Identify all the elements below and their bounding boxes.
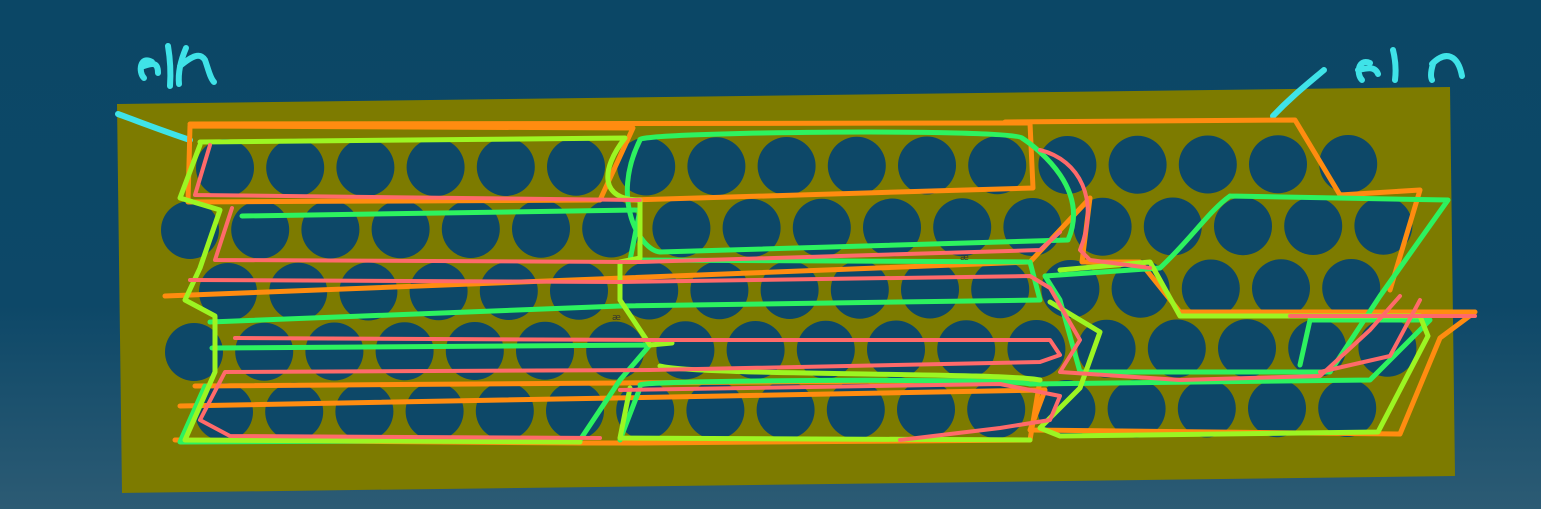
hole-r1-c8 — [687, 137, 746, 196]
hole-r1-c6 — [547, 137, 605, 196]
outline-lime-left-edge — [177, 142, 583, 445]
hole-r1-c1 — [196, 139, 254, 197]
left-label-glyphs — [137, 43, 217, 89]
outline-green-right — [1042, 193, 1451, 375]
hole-r4-c5 — [445, 322, 504, 380]
hole-r5-c11 — [897, 380, 955, 439]
hole-r4-c1 — [165, 323, 223, 381]
hole-r2-c12 — [933, 198, 992, 257]
hole-r5-c4 — [405, 382, 464, 441]
hole-r4-c14 — [1077, 319, 1136, 378]
hole-r3-c8 — [690, 261, 749, 320]
hole-r3-c12 — [971, 260, 1030, 319]
hole-r1-c9 — [757, 137, 816, 195]
hole-r4-c15 — [1147, 319, 1206, 378]
hole-r4-c10 — [796, 320, 855, 379]
outline-pink-row-three — [188, 274, 1402, 382]
outline-pink-row-four — [198, 336, 1062, 442]
hole-r1-c5 — [476, 138, 535, 196]
hole-r1-c14 — [1108, 135, 1167, 194]
hole-r1-c10 — [827, 136, 886, 195]
hole-r4-c9 — [726, 321, 785, 379]
hole-r2-c3 — [301, 200, 360, 259]
hole-r1-c12 — [968, 136, 1027, 195]
hole-r2-c17 — [1284, 197, 1343, 255]
hole-r2-c9 — [722, 199, 781, 257]
hole-r2-c5 — [441, 200, 500, 258]
hole-r3-c6 — [550, 261, 608, 320]
hole-r3-c16 — [1252, 259, 1310, 318]
hole-r2-c1 — [161, 201, 219, 259]
hole-r1-c15 — [1178, 135, 1237, 194]
hole-r5-c15 — [1177, 379, 1236, 438]
hole-r2-c4 — [371, 200, 430, 259]
outline-orange-top-middle — [187, 120, 1036, 203]
hole-r2-c7 — [582, 199, 641, 258]
hole-r1-c16 — [1249, 135, 1307, 194]
hole-r2-c10 — [792, 198, 851, 257]
hole-r3-c15 — [1181, 259, 1240, 318]
hole-r1-c3 — [336, 138, 395, 197]
outline-orange-top-right — [1002, 117, 1423, 293]
hole-r2-c18 — [1354, 196, 1413, 255]
hole-r5-c14 — [1107, 379, 1166, 438]
hole-r1-c4 — [406, 138, 465, 197]
outline-lime-right — [1037, 259, 1431, 439]
hole-r5-c3 — [335, 382, 394, 441]
right-label-glyphs — [1355, 47, 1465, 83]
hole-r2-c8 — [652, 199, 711, 258]
hole-r5-c2 — [265, 382, 324, 441]
hole-r3-c5 — [479, 262, 538, 320]
group-outlines — [162, 117, 1478, 446]
hole-r2-c15 — [1143, 197, 1202, 256]
hole-r2-c16 — [1214, 197, 1272, 256]
hole-r4-c8 — [656, 321, 715, 380]
hole-r4-c12 — [937, 320, 996, 379]
hole-r5-c5 — [475, 382, 534, 440]
outline-pink-right-tail — [1038, 148, 1477, 374]
hole-r5-c12 — [967, 380, 1026, 439]
hole-r5-c16 — [1248, 379, 1306, 438]
right-leader-line — [1270, 67, 1327, 119]
hole-r5-c6 — [546, 381, 604, 440]
small-mark-2: æ — [612, 313, 621, 323]
hole-r4-c16 — [1218, 319, 1276, 378]
hole-r3-c17 — [1322, 259, 1381, 317]
left-leader-line — [115, 111, 193, 143]
hole-r2-c6 — [512, 199, 570, 258]
outline-green-bottom-left — [177, 342, 653, 445]
hole-r4-c6 — [516, 321, 574, 380]
hole-r2-c2 — [231, 200, 290, 259]
hole-r1-c2 — [266, 138, 325, 197]
hole-r5-c17 — [1318, 379, 1377, 437]
hole-r2-c13 — [1003, 198, 1062, 256]
hole-r1-c11 — [898, 136, 956, 195]
hole-r1-c17 — [1319, 135, 1378, 193]
outline-pink-row-one — [193, 143, 1062, 264]
hole-r3-c3 — [339, 262, 398, 321]
hole-r1-c7 — [617, 137, 676, 196]
hole-r5-c10 — [826, 380, 885, 439]
handwritten-annotations — [115, 43, 1465, 143]
hole-r3-c4 — [409, 262, 468, 321]
small-mark-1: æ — [960, 253, 969, 263]
hole-r4-c18 — [1358, 318, 1417, 377]
hole-r2-c11 — [863, 198, 921, 257]
hole-r4-c11 — [867, 320, 925, 379]
